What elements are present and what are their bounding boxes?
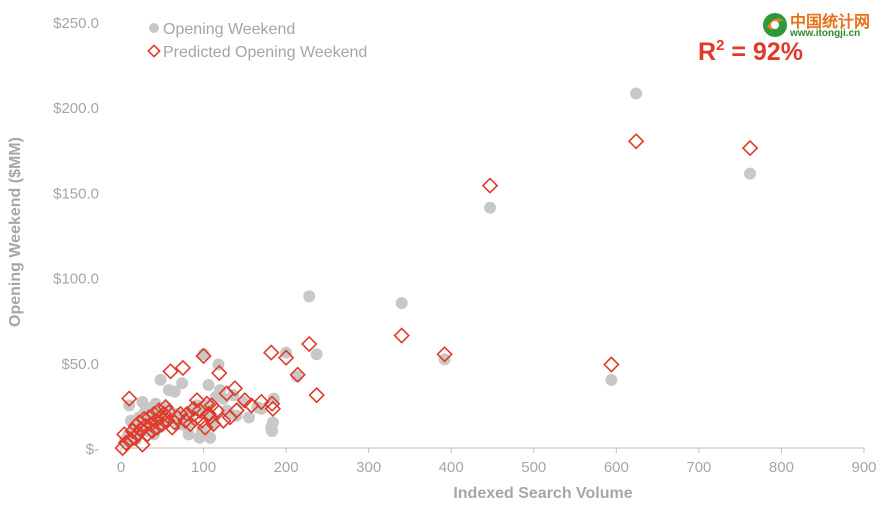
y-tick-label: $200.0 bbox=[53, 100, 99, 117]
x-tick-label: 400 bbox=[439, 459, 464, 476]
data-point-predicted bbox=[436, 346, 453, 363]
y-tick-label: $- bbox=[86, 441, 99, 458]
x-tick-label: 600 bbox=[604, 459, 629, 476]
data-point-predicted bbox=[289, 366, 306, 383]
data-point-opening bbox=[744, 167, 757, 180]
series-layer bbox=[114, 87, 759, 457]
data-point-predicted bbox=[140, 409, 158, 426]
legend-label-predicted-opening-weekend: Predicted Opening Weekend bbox=[163, 44, 367, 61]
y-axis-title: Opening Weekend ($MM) bbox=[7, 137, 24, 327]
data-point-predicted bbox=[264, 400, 282, 418]
data-point-opening bbox=[605, 373, 618, 386]
x-tick-label: 500 bbox=[521, 459, 546, 476]
legend: Opening Weekend Predicted Opening Weeken… bbox=[147, 21, 367, 61]
data-point-predicted bbox=[263, 344, 280, 361]
data-point-opening bbox=[204, 431, 217, 444]
data-point-predicted bbox=[253, 393, 270, 411]
x-axis-title: Indexed Search Volume bbox=[453, 485, 632, 502]
data-point-opening bbox=[438, 353, 451, 366]
data-point-predicted bbox=[226, 380, 244, 397]
data-point-predicted bbox=[627, 133, 645, 150]
x-tick-label: 0 bbox=[117, 459, 125, 476]
legend-item-opening-weekend: Opening Weekend bbox=[149, 21, 295, 38]
data-point-predicted bbox=[215, 412, 232, 429]
watermark-url: www.itongji.cn bbox=[790, 28, 861, 39]
data-point-predicted bbox=[157, 398, 174, 416]
legend-label-opening-weekend: Opening Weekend bbox=[163, 21, 295, 38]
data-point-opening bbox=[242, 411, 255, 424]
legend-item-predicted-opening-weekend: Predicted Opening Weekend bbox=[147, 44, 367, 61]
data-point-predicted bbox=[121, 390, 138, 407]
watermark: 中国统计网 www.itongji.cn bbox=[760, 6, 880, 46]
data-point-opening bbox=[303, 290, 316, 303]
data-point-predicted bbox=[195, 347, 212, 365]
data-point-predicted bbox=[187, 410, 204, 428]
data-point-opening bbox=[280, 346, 293, 359]
data-point-opening bbox=[202, 378, 215, 391]
data-point-opening bbox=[168, 385, 181, 398]
y-axis-ticks: $- $50.0 $100.0 $150.0 $200.0 $250.0 bbox=[53, 15, 99, 458]
r2-prefix: R bbox=[698, 38, 716, 66]
data-point-predicted bbox=[481, 177, 499, 194]
x-tick-label: 800 bbox=[769, 459, 794, 476]
data-point-opening bbox=[176, 377, 189, 390]
y-tick-label: $50.0 bbox=[61, 356, 99, 373]
data-point-opening bbox=[182, 428, 195, 441]
data-point-predicted bbox=[114, 439, 131, 457]
series-predicted-opening-weekend bbox=[114, 133, 759, 457]
x-tick-label: 300 bbox=[356, 459, 381, 476]
y-tick-label: $100.0 bbox=[53, 271, 99, 288]
data-point-predicted bbox=[150, 402, 168, 419]
data-point-predicted bbox=[277, 349, 295, 366]
r2-superscript: 2 bbox=[716, 37, 724, 54]
data-point-opening bbox=[154, 373, 167, 386]
data-point-predicted bbox=[603, 356, 620, 373]
data-point-opening bbox=[217, 392, 230, 405]
data-point-opening bbox=[630, 87, 643, 100]
data-point-predicted bbox=[162, 363, 179, 380]
x-tick-label: 100 bbox=[191, 459, 216, 476]
data-point-predicted bbox=[393, 327, 410, 344]
data-point-predicted bbox=[741, 139, 759, 157]
r-squared-annotation: R2 = 92% bbox=[698, 37, 803, 66]
data-point-predicted bbox=[208, 402, 225, 419]
data-point-predicted bbox=[263, 395, 281, 412]
data-point-opening bbox=[310, 348, 323, 361]
x-tick-label: 200 bbox=[274, 459, 299, 476]
x-axis-ticks: 0 100 200 300 400 500 600 700 800 900 bbox=[117, 448, 877, 476]
watermark-title: 中国统计网 bbox=[790, 12, 871, 31]
data-point-opening bbox=[230, 409, 243, 422]
x-tick-label: 900 bbox=[851, 459, 876, 476]
data-point-predicted bbox=[203, 397, 221, 414]
legend-diamond-marker bbox=[147, 44, 161, 58]
data-point-predicted bbox=[301, 335, 318, 353]
data-point-predicted bbox=[211, 364, 228, 382]
y-tick-label: $250.0 bbox=[53, 15, 99, 32]
y-tick-label: $150.0 bbox=[53, 185, 99, 202]
itongji-logo-icon bbox=[763, 13, 787, 37]
legend-circle-marker bbox=[149, 23, 159, 33]
r2-suffix: = 92% bbox=[724, 38, 803, 66]
data-point-opening bbox=[395, 297, 408, 310]
data-point-predicted bbox=[308, 386, 325, 404]
data-point-predicted bbox=[145, 405, 163, 423]
series-opening-weekend bbox=[119, 87, 757, 448]
data-point-predicted bbox=[228, 402, 245, 419]
data-point-predicted bbox=[177, 412, 194, 429]
data-point-predicted bbox=[236, 392, 254, 409]
data-point-opening bbox=[266, 416, 279, 429]
data-point-predicted bbox=[174, 359, 192, 377]
data-point-opening bbox=[227, 389, 240, 402]
x-tick-label: 700 bbox=[686, 459, 711, 476]
data-point-opening bbox=[484, 201, 497, 214]
